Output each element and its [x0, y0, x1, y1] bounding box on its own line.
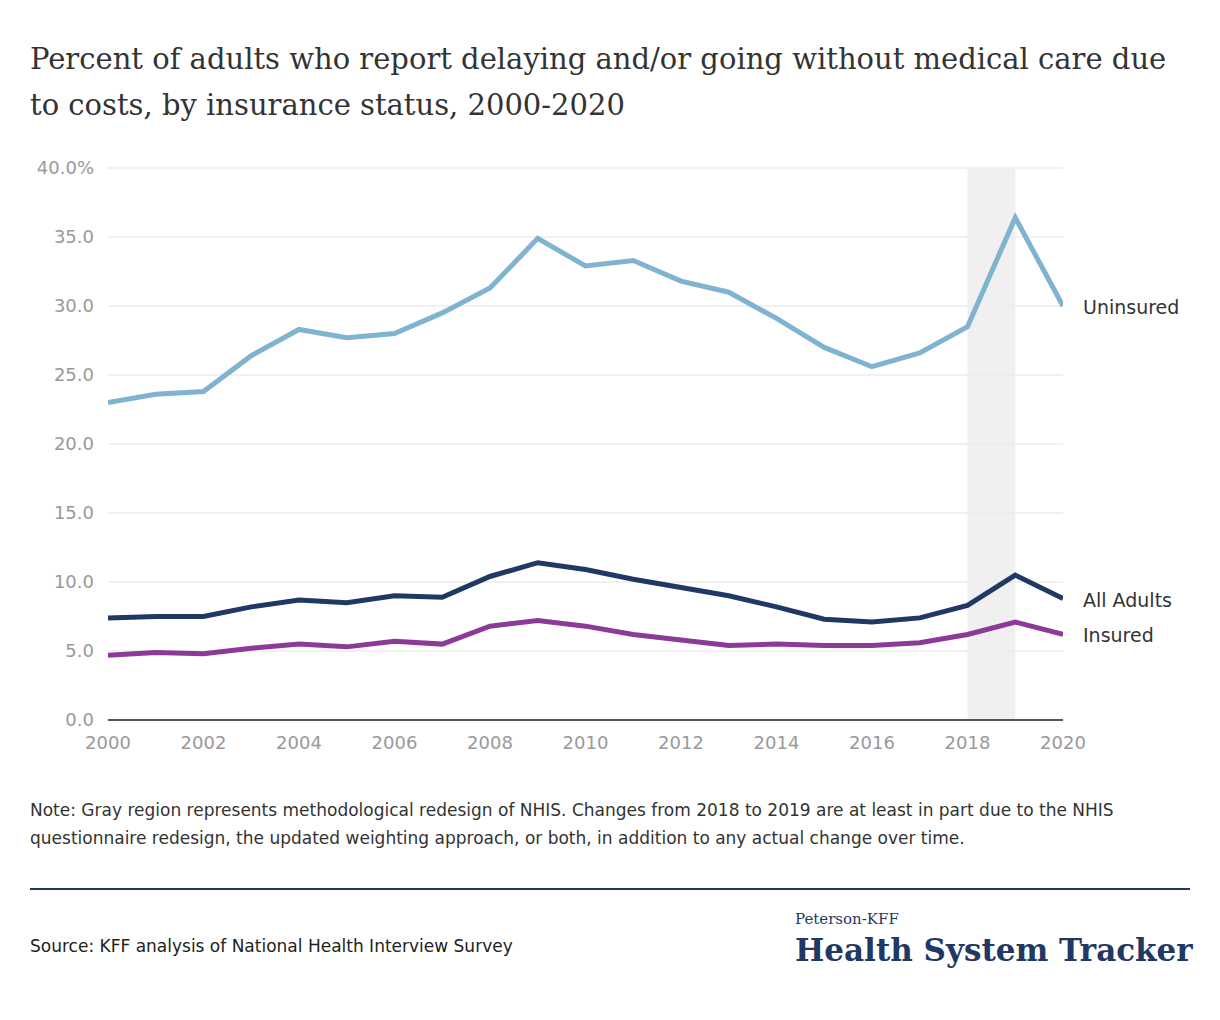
html-text:Note: Gray region represents m: Note: Gray region represents methodologi…	[30, 800, 1114, 848]
svg-text:15.0: 15.0	[54, 502, 94, 523]
svg-text:2010: 2010	[563, 732, 609, 753]
svg-text:2002: 2002	[181, 732, 227, 753]
svg-text:10.0: 10.0	[54, 571, 94, 592]
html-text:Health System Tracker: Health System Tracker	[795, 932, 1193, 968]
svg-text:20.0: 20.0	[54, 433, 94, 454]
svg-text:40.0%: 40.0%	[37, 157, 94, 178]
svg-text:2020: 2020	[1040, 732, 1086, 753]
svg-text:2000: 2000	[85, 732, 131, 753]
html-text:Peterson-KFF: Peterson-KFF	[795, 910, 899, 928]
svg-text:5.0: 5.0	[65, 640, 94, 661]
svg-text:25.0: 25.0	[54, 364, 94, 385]
html-text:Percent of adults who report d: Percent of adults who report delaying an…	[30, 42, 1167, 122]
svg-text:2008: 2008	[467, 732, 513, 753]
svg-text:30.0: 30.0	[54, 295, 94, 316]
svg-text:0.0: 0.0	[65, 709, 94, 730]
svg-text:Insured: Insured	[1083, 624, 1154, 646]
svg-text:2014: 2014	[754, 732, 800, 753]
svg-text:2016: 2016	[849, 732, 895, 753]
svg-text:2018: 2018	[945, 732, 991, 753]
svg-text:35.0: 35.0	[54, 226, 94, 247]
svg-text:2004: 2004	[276, 732, 322, 753]
svg-text:Uninsured: Uninsured	[1083, 296, 1179, 318]
svg-text:2006: 2006	[372, 732, 418, 753]
svg-text:2012: 2012	[658, 732, 704, 753]
html-text:Source: KFF analysis of Nation: Source: KFF analysis of National Health …	[30, 936, 513, 956]
svg-text:All Adults: All Adults	[1083, 589, 1172, 611]
